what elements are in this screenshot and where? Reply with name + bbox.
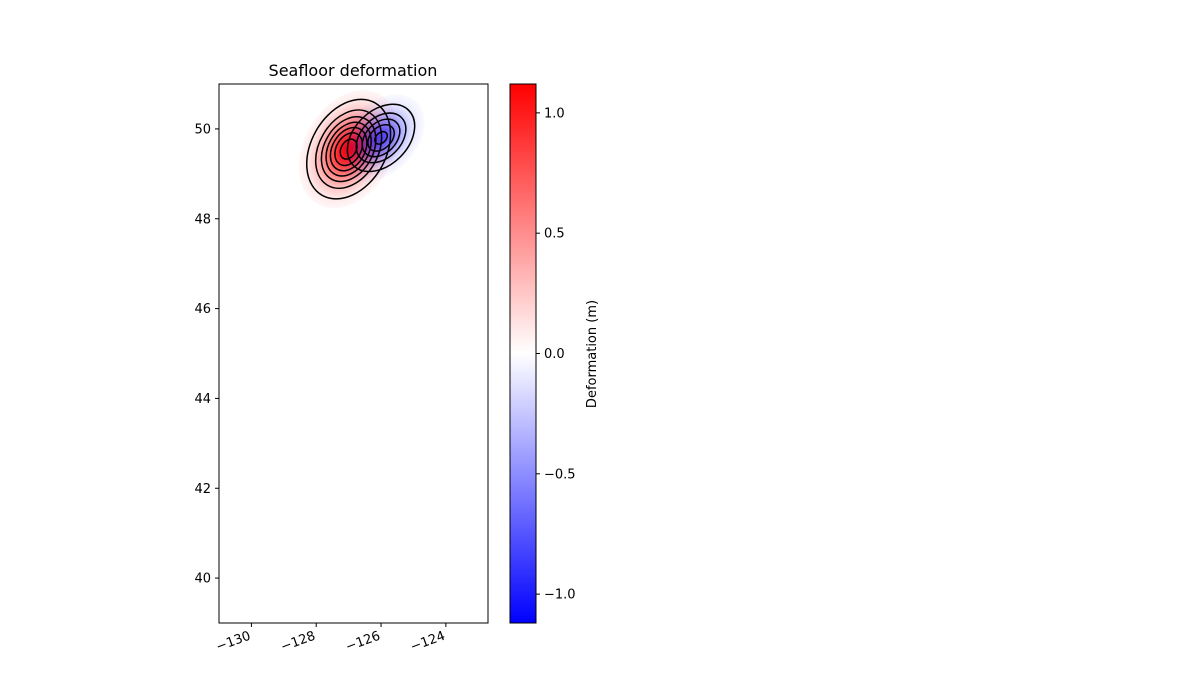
y-tick-label: 48 (194, 212, 211, 227)
colorbar-tick-label: 0.5 (544, 227, 565, 242)
contour-uplift-0 (305, 98, 392, 200)
colorbar-tick-label: 0.0 (544, 347, 565, 362)
contour-uplift-6 (339, 138, 358, 160)
y-axis: 40 42 44 46 48 50 (194, 122, 219, 587)
contour-uplift-4 (329, 126, 368, 172)
colorbar-tick-label: 1.0 (544, 106, 565, 121)
x-axis: −130 −128 −126 −124 (214, 623, 447, 655)
contour-uplift-2 (320, 116, 377, 183)
contour-subsidence-2 (361, 118, 401, 158)
colorbar-tick-label: −1.0 (544, 588, 576, 603)
colorbar-label: Deformation (m) (585, 300, 600, 408)
colorbar-gradient (510, 84, 536, 623)
y-tick-label: 40 (194, 572, 211, 587)
contour-uplift-5 (334, 132, 364, 167)
plot-area: −130 −128 −126 −124 40 42 44 46 48 50 (194, 83, 489, 655)
colorbar-ticks: −1.0 −0.5 0.0 0.5 1.0 (536, 106, 576, 603)
colorbar: −1.0 −0.5 0.0 0.5 1.0 Deformation (m) (509, 83, 600, 624)
plot-frame (218, 83, 489, 624)
contour-subsidence-0 (346, 103, 416, 173)
chart-title: Seafloor deformation (269, 61, 438, 80)
contour-subsidence-1 (355, 112, 407, 164)
deformation-contours (305, 98, 416, 200)
x-tick-label: −124 (409, 629, 448, 655)
y-tick-label: 46 (194, 302, 211, 317)
contour-subsidence-4 (374, 130, 389, 145)
contour-subsidence-3 (367, 123, 395, 152)
y-tick-label: 44 (194, 392, 211, 407)
x-tick-label: −128 (279, 629, 318, 655)
contour-uplift-3 (325, 121, 372, 177)
y-tick-label: 42 (194, 482, 211, 497)
colorbar-tick-label: −0.5 (544, 467, 576, 482)
y-tick-label: 50 (194, 122, 211, 137)
x-tick-label: −130 (214, 629, 253, 655)
x-tick-label: −126 (344, 629, 383, 655)
